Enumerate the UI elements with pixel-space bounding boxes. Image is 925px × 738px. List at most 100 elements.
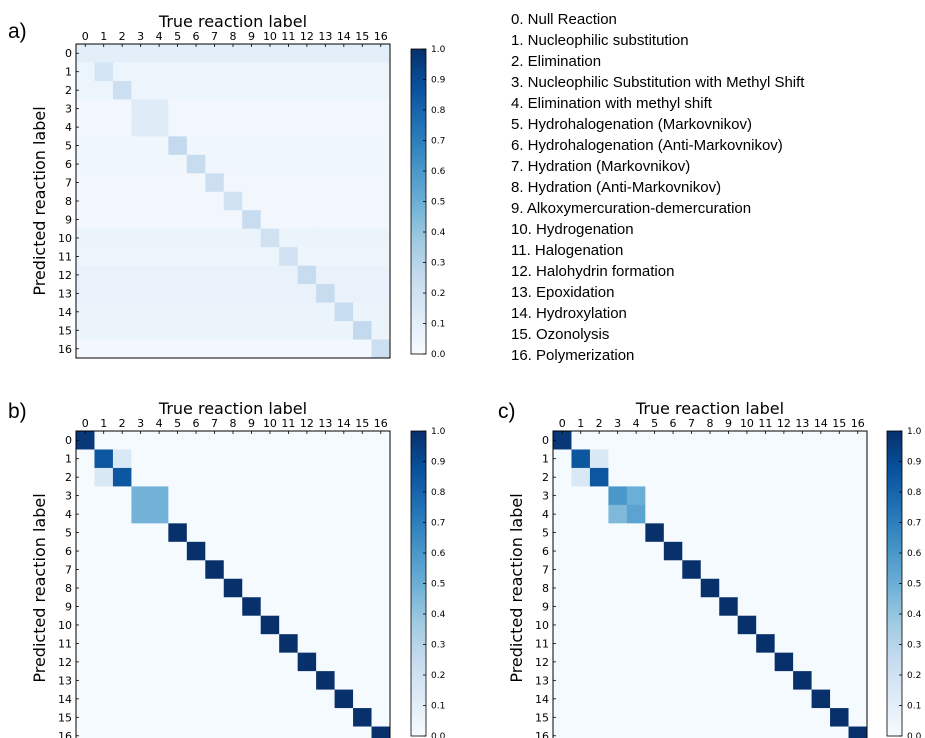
x-tick-label: 15 [832,417,846,430]
x-tick-label: 7 [211,417,218,430]
heatmap-cell-r8-c16 [371,578,391,598]
heatmap-cell-r12-c14 [334,265,354,285]
heatmap-cell-r10-c2 [589,615,609,635]
heatmap-cell-r9-c6 [663,597,683,617]
heatmap-cell-r12-c16 [848,652,868,672]
heatmap-cell-r4-c9 [719,504,739,524]
heatmap-cell-r13-c1 [571,671,591,690]
heatmap-cell-r5-c0 [76,523,95,543]
heatmap-cell-r7-c9 [242,560,262,580]
heatmap-cell-r5-c10 [260,523,280,543]
heatmap-cell-r4-c14 [334,117,354,137]
heatmap-cell-r6-c9 [242,154,262,174]
heatmap-cell-r12-c7 [205,265,225,285]
y-tick-label: 14 [58,693,72,706]
heatmap-cell-r7-c2 [112,173,132,193]
heatmap-cell-r5-c4 [149,523,169,543]
heatmap-cell-r4-c7 [205,504,225,524]
heatmap-cell-r2-c4 [149,467,169,487]
heatmap-cell-r0-c5 [168,44,188,63]
heatmap-cell-r6-c16 [848,541,868,561]
heatmap-cell-r15-c2 [589,708,609,727]
heatmap-cell-r4-c11 [756,504,776,524]
heatmap-cell-r5-c12 [297,136,317,156]
heatmap-cell-r13-c11 [756,671,776,690]
heatmap-cell-r8-c2 [589,578,609,598]
heatmap-cell-r16-c3 [608,726,628,738]
heatmap-cell-r11-c4 [149,247,169,267]
heatmap-cell-r3-c6 [186,99,206,119]
heatmap-cell-r13-c13 [793,671,812,690]
heatmap-cell-r4-c1 [94,504,114,524]
heatmap-cell-r2-c10 [737,467,757,487]
y-tick-label: 0 [65,47,72,60]
heatmap-cell-r5-c3 [131,523,151,543]
heatmap-cell-r1-c3 [131,449,151,469]
heatmap-cell-r16-c1 [94,726,114,738]
x-tick-label: 8 [230,417,237,430]
heatmap-cell-r4-c0 [553,504,572,524]
heatmap-cell-r16-c11 [279,726,299,738]
heatmap-cell-r10-c10 [737,615,757,635]
y-tick-label: 4 [65,121,72,134]
heatmap-cell-r10-c14 [811,615,831,635]
heatmap-cell-r0-c5 [645,431,665,450]
heatmap-cell-r1-c15 [353,62,372,82]
heatmap-cell-r8-c13 [316,191,335,211]
heatmap-cell-r3-c3 [131,99,151,119]
heatmap-cell-r13-c4 [626,671,646,690]
colorbar-tick-label: 0.1 [431,702,445,712]
heatmap-cell-r16-c13 [316,726,335,738]
heatmap-cell-r1-c0 [76,62,95,82]
heatmap-cell-r10-c14 [334,228,354,248]
heatmap-cell-r9-c15 [353,597,372,617]
heatmap-cell-r12-c10 [260,652,280,672]
y-tick-label: 9 [65,600,72,613]
heatmap-cell-r16-c3 [131,726,151,738]
heatmap-cell-r9-c3 [131,210,151,230]
y-tick-label: 2 [542,471,549,484]
heatmap-cell-r4-c2 [589,504,609,524]
heatmap-cell-r5-c14 [811,523,831,543]
heatmap-cell-r12-c9 [242,652,262,672]
heatmap-cell-r8-c1 [571,578,591,598]
heatmap-cell-r10-c15 [830,615,849,635]
heatmap-cell-r6-c16 [371,541,391,561]
heatmap-cell-r16-c16 [848,726,868,738]
heatmap-cell-r14-c1 [94,689,114,709]
heatmap-cell-r15-c9 [242,321,262,340]
heatmap-cell-r13-c16 [848,671,868,690]
heatmap-cell-r6-c12 [297,154,317,174]
y-tick-label: 4 [542,508,549,521]
heatmap-cell-r14-c9 [242,302,262,322]
colorbar-tick-label: 0.8 [907,488,922,498]
x-tick-label: 4 [156,417,163,430]
heatmap-cell-r16-c11 [756,726,776,738]
heatmap-cell-r10-c9 [719,615,739,635]
heatmap-cell-r15-c8 [700,708,720,727]
heatmap-cell-r1-c13 [316,449,335,469]
heatmap-cell-r2-c14 [334,467,354,487]
heatmap-cell-r7-c8 [223,560,243,580]
x-tick-label: 14 [337,30,351,43]
heatmap-cell-r15-c13 [793,708,812,727]
y-tick-label: 7 [542,564,549,577]
y-tick-label: 15 [58,324,72,337]
heatmap-cell-r15-c7 [682,708,702,727]
heatmap-cell-r11-c3 [131,634,151,654]
heatmap-cell-r3-c10 [737,486,757,506]
heatmap-cell-r13-c12 [774,671,794,690]
heatmap-cell-r6-c6 [186,541,206,561]
legend-item: 7. Hydration (Markovnikov) [511,158,690,175]
y-tick-label: 7 [65,177,72,190]
heatmap-cell-r6-c8 [700,541,720,561]
heatmap-cell-r16-c4 [149,726,169,738]
heatmap-cell-r12-c8 [223,265,243,285]
heatmap-cell-r15-c4 [149,321,169,340]
heatmap-cell-r14-c5 [168,302,188,322]
heatmap-cell-r4-c7 [682,504,702,524]
heatmap-cell-r3-c9 [242,99,262,119]
heatmap-cell-r8-c11 [279,191,299,211]
heatmap-cell-r5-c1 [94,136,114,156]
y-tick-label: 10 [535,619,549,632]
